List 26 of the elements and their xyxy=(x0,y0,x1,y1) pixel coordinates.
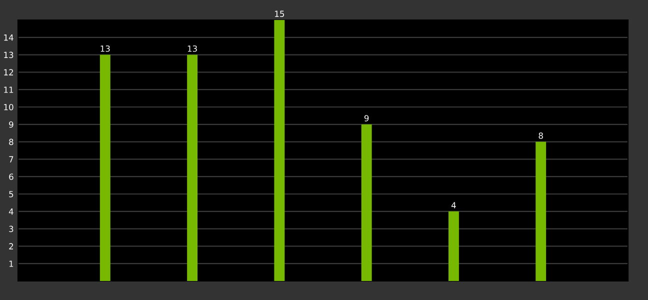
data-label: 15 xyxy=(275,10,284,17)
y-tick-label: 9 xyxy=(9,121,14,128)
bar xyxy=(536,142,546,281)
y-tick-label: 1 xyxy=(9,260,14,267)
data-label: 4 xyxy=(451,202,456,208)
y-tick-label: 12 xyxy=(4,69,13,76)
bar xyxy=(361,124,372,281)
y-tick-label: 11 xyxy=(4,86,14,93)
data-label: 8 xyxy=(538,132,543,139)
y-tick-label: 10 xyxy=(4,104,14,110)
y-tick-label: 5 xyxy=(9,191,14,198)
y-tick-label: 2 xyxy=(9,243,13,250)
data-label: 9 xyxy=(364,115,369,122)
y-tick-label: 7 xyxy=(9,156,14,162)
y-tick-label: 6 xyxy=(9,174,14,180)
y-tick-label: 14 xyxy=(4,34,14,41)
y-tick-label: 8 xyxy=(9,138,14,146)
y-tick-label: 3 xyxy=(9,226,14,232)
bar xyxy=(448,211,459,281)
bar xyxy=(187,54,198,281)
y-tick-label: 13 xyxy=(4,52,14,58)
bar xyxy=(274,20,285,281)
bar xyxy=(100,54,110,281)
y-tick-label: 4 xyxy=(8,208,14,215)
data-label: 13 xyxy=(100,45,110,52)
data-label: 13 xyxy=(188,45,197,52)
